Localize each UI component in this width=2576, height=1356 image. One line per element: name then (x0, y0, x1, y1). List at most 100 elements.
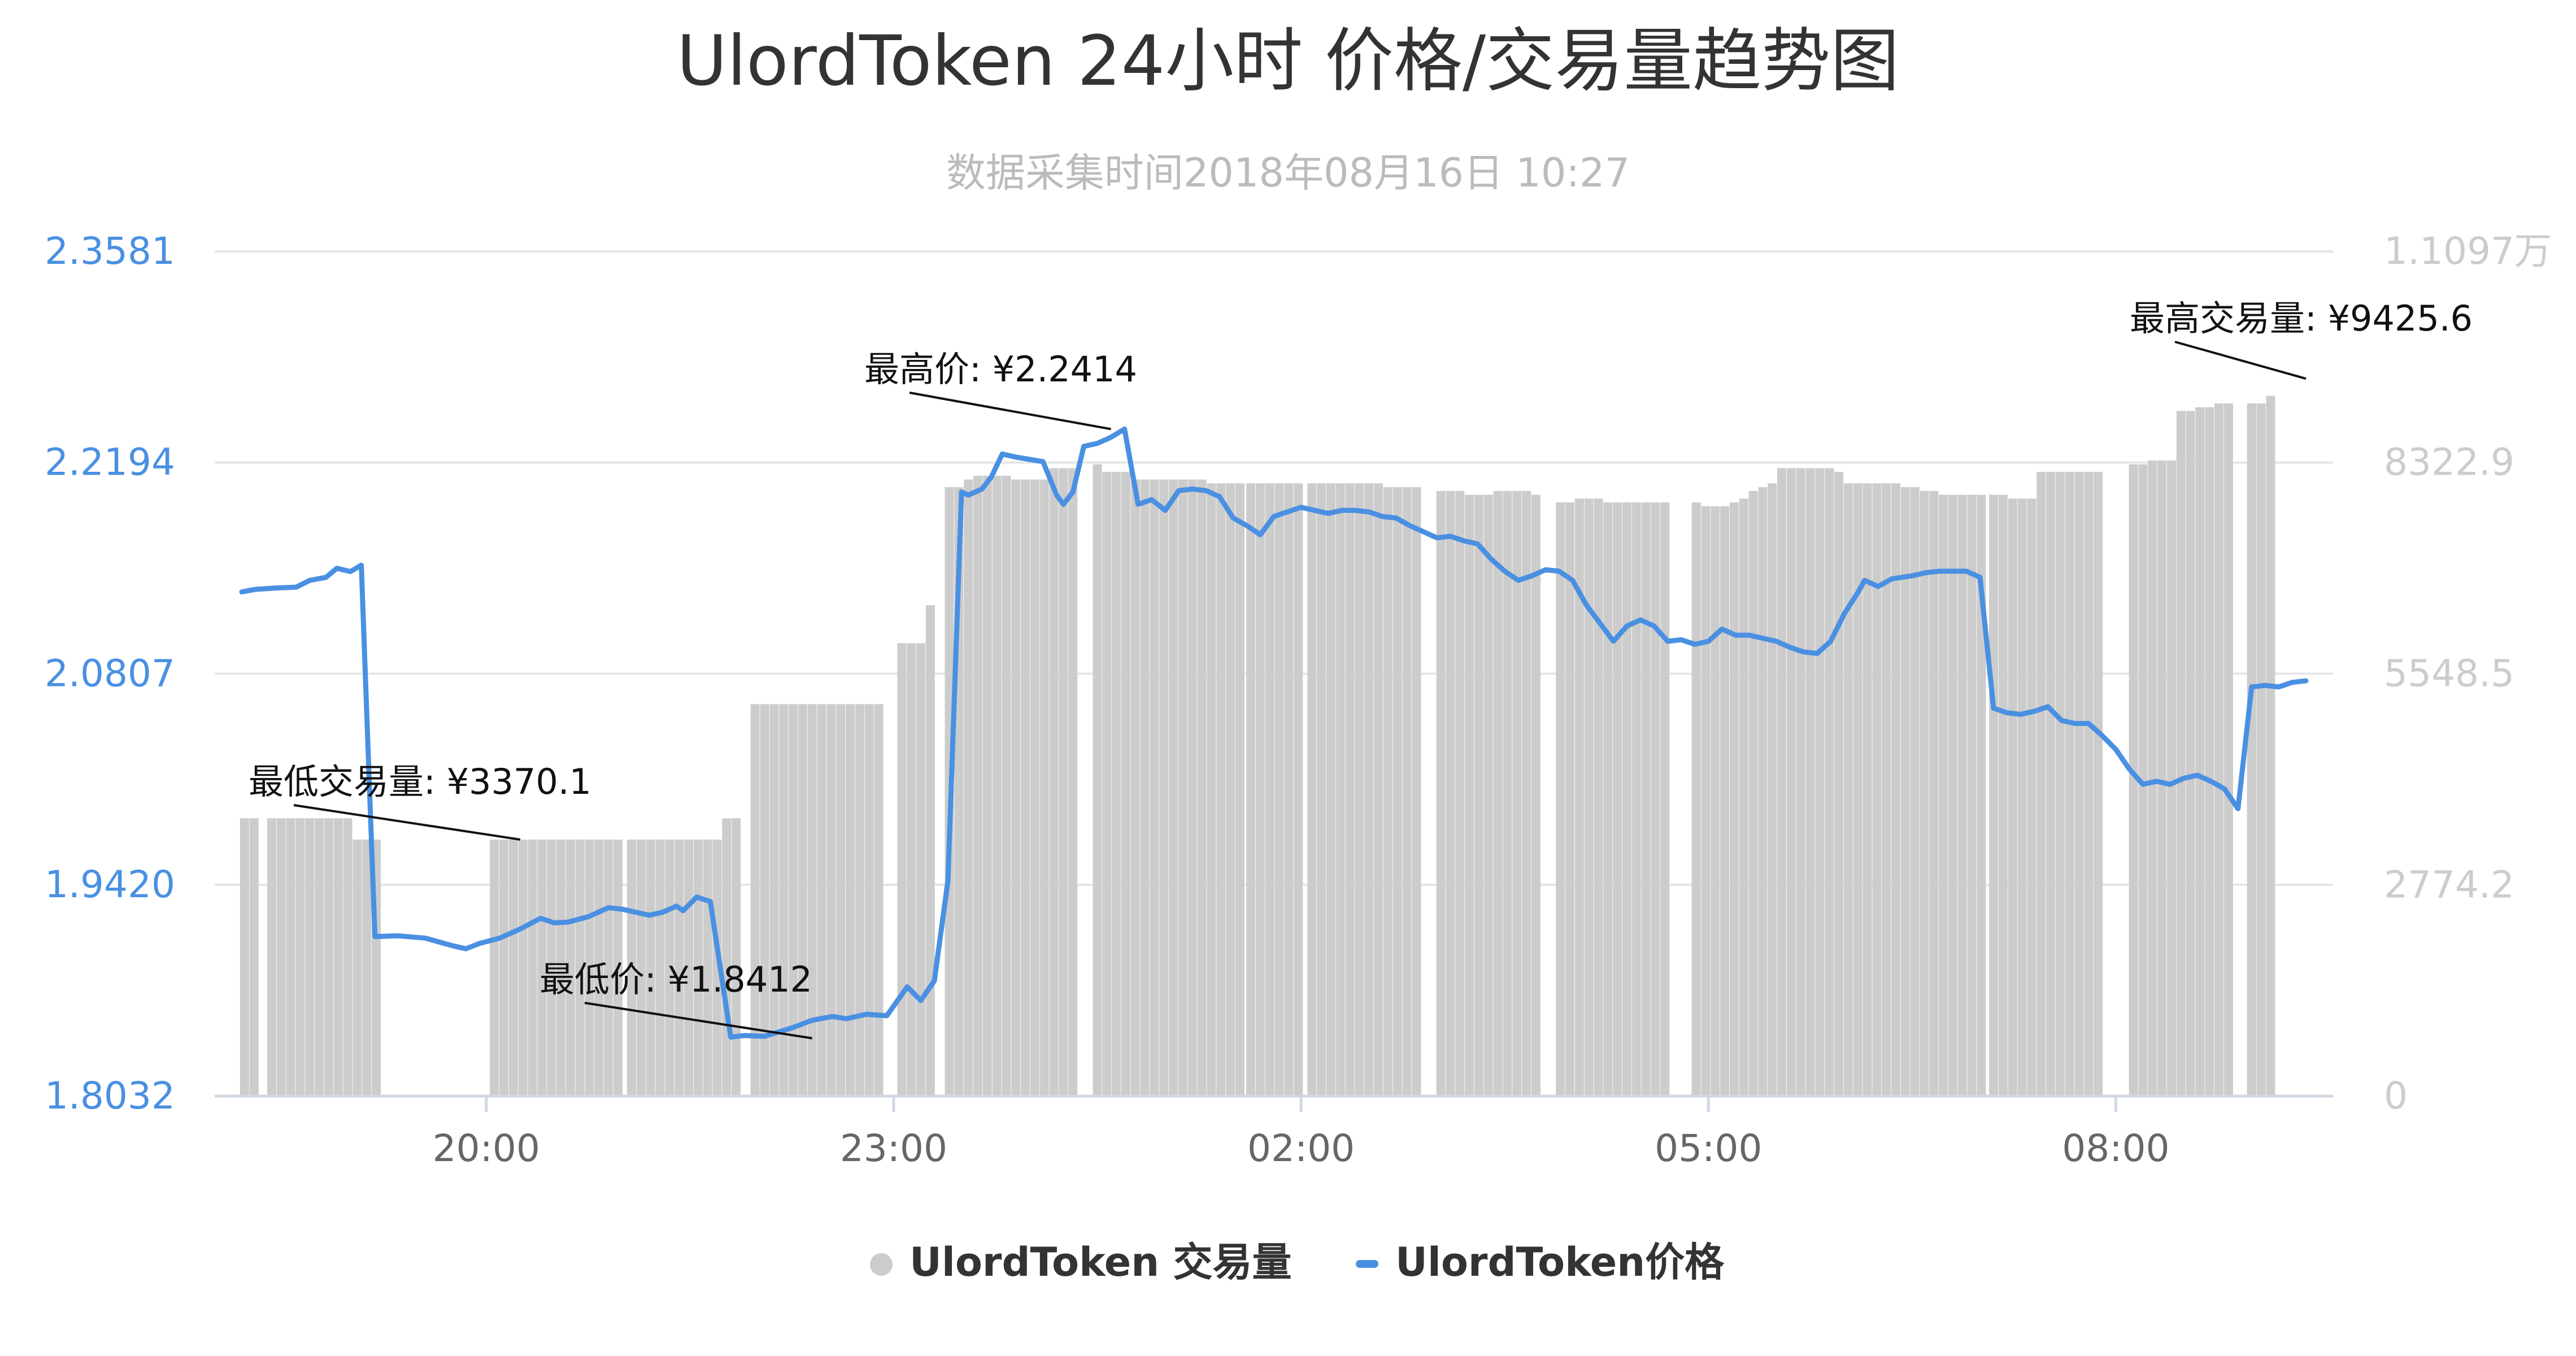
volume-bar (1920, 490, 1929, 1096)
volume-bar (1049, 468, 1059, 1096)
volume-bar (1948, 494, 1957, 1096)
annotation-label-max-volume: 最高交易量: ¥9425.6 (2130, 298, 2473, 339)
volume-bar (807, 704, 817, 1096)
volume-bar (1522, 490, 1531, 1096)
volume-bar (499, 839, 509, 1096)
volume-bar (817, 704, 826, 1096)
volume-bar (1786, 468, 1796, 1096)
volume-bar (518, 839, 528, 1096)
volume-bar (826, 704, 836, 1096)
volume-bar (2055, 472, 2065, 1096)
x-axis-tick-label: 02:00 (1247, 1127, 1355, 1170)
volume-bar (1594, 498, 1603, 1096)
volume-bar (1574, 498, 1584, 1096)
volume-bar (267, 818, 276, 1096)
volume-bar (2205, 407, 2214, 1096)
volume-bar (1455, 490, 1465, 1096)
volume-bar (276, 818, 286, 1096)
volume-bars (240, 395, 2275, 1097)
volume-bar (1739, 498, 1748, 1096)
volume-bar (855, 704, 864, 1096)
volume-bar (907, 643, 916, 1096)
volume-bar (992, 476, 1002, 1096)
volume-bar (2017, 498, 2027, 1096)
volume-bar (1929, 490, 1939, 1096)
volume-bar (1998, 494, 2008, 1096)
volume-bar (916, 643, 925, 1096)
volume-bar (846, 704, 855, 1096)
annotation-label-min-volume: 最低交易量: ¥3370.1 (249, 761, 591, 802)
volume-bar (1758, 487, 1768, 1097)
volume-bar (1383, 487, 1393, 1097)
volume-bar (2027, 498, 2037, 1096)
volume-bar (324, 818, 333, 1096)
volume-bar (1246, 483, 1256, 1097)
volume-bar (925, 605, 935, 1096)
volume-bar (964, 479, 973, 1097)
volume-bar (537, 839, 547, 1096)
volume-bar (1613, 502, 1622, 1096)
volume-bar (1059, 468, 1068, 1096)
volume-bar (1197, 479, 1207, 1097)
volume-bar (2247, 403, 2256, 1096)
volume-bar (1967, 494, 1977, 1096)
x-axis-tick-label: 20:00 (433, 1127, 540, 1170)
volume-bar (1255, 483, 1265, 1097)
left-axis-tick-label: 2.3581 (45, 229, 175, 273)
volume-bar (2138, 464, 2148, 1096)
volume-bar (2074, 472, 2084, 1096)
volume-bar (1265, 483, 1274, 1097)
volume-bar (2148, 460, 2157, 1096)
right-axis-tick-label: 1.1097万 (2384, 229, 2552, 273)
volume-bar (1235, 483, 1245, 1097)
volume-bar (547, 839, 556, 1096)
volume-bar (2214, 403, 2224, 1096)
volume-bar (1474, 494, 1483, 1096)
volume-bar (1130, 479, 1140, 1097)
price-line (239, 426, 2309, 1040)
volume-bar (1483, 494, 1493, 1096)
volume-bar (1021, 479, 1030, 1097)
volume-bar (1805, 468, 1815, 1096)
volume-bar (1843, 483, 1853, 1097)
price-line-layer (239, 426, 2309, 1040)
legend-item-volume[interactable]: UlordToken 交易量 (870, 1239, 1291, 1285)
volume-bar (295, 818, 305, 1096)
volume-bar (1853, 483, 1863, 1097)
volume-bar (565, 839, 575, 1096)
volume-bar (1335, 483, 1345, 1097)
volume-bar (1622, 502, 1631, 1096)
volume-bar (1768, 483, 1777, 1097)
volume-bar (636, 839, 646, 1096)
annotation-label-min-price: 最低价: ¥1.8412 (539, 959, 812, 1000)
volume-bar (1641, 502, 1651, 1096)
volume-bar (1603, 502, 1613, 1096)
volume-bar (1631, 502, 1641, 1096)
legend-volume-marker (870, 1253, 893, 1276)
volume-bar (1326, 483, 1335, 1097)
volume-bar (1436, 490, 1446, 1096)
volume-bar (2008, 498, 2017, 1096)
volume-bar (1565, 502, 1575, 1096)
volume-bar (249, 818, 259, 1096)
annotation-leader-min-volume (293, 804, 521, 841)
legend-item-price[interactable]: UlordToken价格 (1356, 1239, 1725, 1285)
volume-bar (1863, 483, 1872, 1097)
volume-bar (1093, 464, 1102, 1096)
volume-bar (982, 476, 992, 1096)
volume-bar (1159, 479, 1169, 1097)
chart-title: UlordToken 24小时 价格/交易量趋势图 (677, 21, 1899, 101)
volume-bar (1402, 487, 1412, 1097)
volume-bar (1207, 483, 1216, 1097)
annotation-leader-max-price (909, 392, 1111, 431)
volume-bar (1989, 494, 1999, 1096)
volume-bar (1777, 468, 1787, 1096)
volume-bar (1939, 494, 1948, 1096)
volume-bar (1729, 502, 1739, 1096)
volume-bar (1393, 487, 1402, 1097)
volume-bar (1834, 472, 1843, 1096)
volume-bar (305, 818, 315, 1096)
volume-bar (712, 839, 722, 1096)
volume-bar (613, 839, 623, 1096)
